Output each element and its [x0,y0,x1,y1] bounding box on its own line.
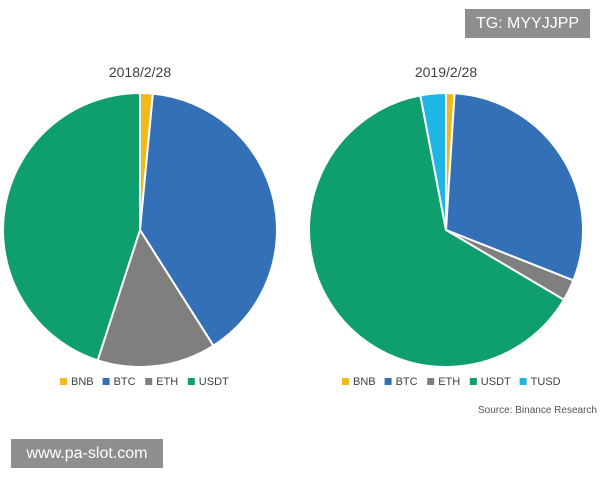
chart-title: 2018/2/28 [109,64,171,80]
legend-swatch-usdt [187,378,195,385]
legend-label-usdt: USDT [199,376,229,388]
chart-title: 2019/2/28 [415,64,477,80]
pie-slice-usdt [2,91,141,362]
legend-swatch-eth [145,378,153,385]
legend-swatch-eth [427,378,435,385]
pie-slice-usdt [308,94,566,368]
legend-swatch-bnb [342,378,349,385]
source-note: Source: Binance Research [478,405,597,416]
legend-label-bnb: BNB [353,376,376,388]
legend-label-bnb: BNB [71,376,94,388]
watermark-bottom: www.pa-slot.com [11,439,163,468]
legend-label-eth: ETH [438,376,460,388]
legend-label-tusd: TUSD [531,376,561,388]
pie-chart-1: 2018/2/28 BNB BTC ETH USDT [2,64,278,388]
legend-swatch-tusd [519,378,527,385]
pie-slice-tusd [419,91,447,231]
legend-swatch-btc [384,378,392,385]
watermark-top: TG: MYYJJPP [465,9,590,38]
legend-swatch-btc [102,378,110,385]
legend-swatch-bnb [60,378,67,385]
pie-slice-btc [444,92,584,282]
legend-label-btc: BTC [396,376,418,388]
legend-label-eth: ETH [156,376,178,388]
legend-label-usdt: USDT [481,376,511,388]
pie-chart-2: 2019/2/28 BNB BTC ETH USDT TUSD [308,64,584,388]
legend-label-btc: BTC [114,376,136,388]
legend-swatch-usdt [469,378,477,385]
pie-slice-eth [96,227,215,368]
